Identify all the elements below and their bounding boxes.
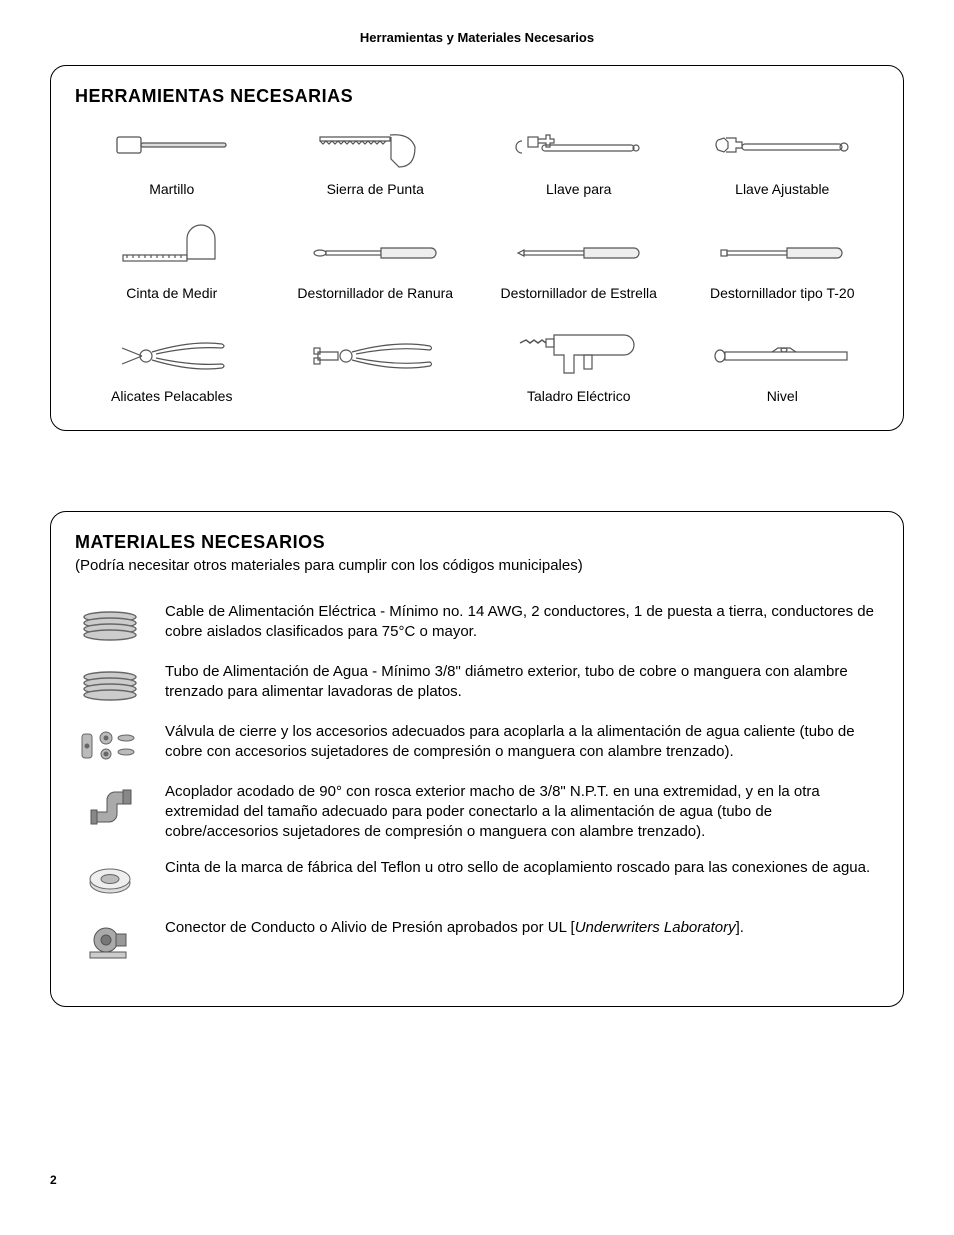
tool-cell (279, 332, 473, 406)
tool-label: Martillo (149, 181, 194, 199)
tool-cell: Sierra de Punta (279, 125, 473, 199)
material-text: Válvula de cierre y los accesorios adecu… (165, 722, 879, 763)
material-row: Cinta de la marca de fábrica del Teflon … (75, 858, 879, 902)
materials-panel: MATERIALES NECESARIOS (Podría necesitar … (50, 511, 904, 1008)
material-text: Cable de Alimentación Eléctrica - Mínimo… (165, 602, 879, 643)
tool-label: Sierra de Punta (327, 181, 424, 199)
hammer-icon (97, 125, 247, 173)
tool-cell: Llave para (482, 125, 676, 199)
page-number: 2 (50, 1173, 57, 1187)
tape-measure-icon (97, 229, 247, 277)
tool-cell: Destornillador de Estrella (482, 229, 676, 303)
tape-roll-icon (75, 858, 145, 902)
elbow-coupler-icon (75, 782, 145, 826)
level-icon (707, 332, 857, 380)
tools-panel: HERRAMIENTAS NECESARIAS Martillo Sierra … (50, 65, 904, 431)
drill-icon (504, 332, 654, 380)
material-text: Conector de Conducto o Alivio de Presión… (165, 918, 879, 938)
tool-cell: Nivel (686, 332, 880, 406)
wire-stripper-icon (97, 332, 247, 380)
tool-label: Destornillador tipo T-20 (710, 285, 854, 303)
conduit-connector-icon (75, 918, 145, 962)
material-row: Conector de Conducto o Alivio de Presión… (75, 918, 879, 962)
material-text: Cinta de la marca de fábrica del Teflon … (165, 858, 879, 878)
material-row: Tubo de Alimentación de Agua - Mínimo 3/… (75, 662, 879, 706)
material-text: Tubo de Alimentación de Agua - Mínimo 3/… (165, 662, 879, 703)
material-row: Válvula de cierre y los accesorios adecu… (75, 722, 879, 766)
tool-label: Taladro Eléctrico (527, 388, 631, 406)
tool-label: Llave para (546, 181, 611, 199)
keyhole-saw-icon (300, 125, 450, 173)
flat-screwdriver-icon (300, 229, 450, 277)
tool-cell: Taladro Eléctrico (482, 332, 676, 406)
adjustable-wrench-icon (707, 125, 857, 173)
tools-grid: Martillo Sierra de Punta (75, 125, 879, 406)
tools-panel-title: HERRAMIENTAS NECESARIAS (75, 86, 879, 107)
pliers-icon (300, 332, 450, 380)
coil-icon (75, 662, 145, 706)
coil-icon (75, 602, 145, 646)
torx-screwdriver-icon (707, 229, 857, 277)
tool-cell: Destornillador de Ranura (279, 229, 473, 303)
tool-cell: Martillo (75, 125, 269, 199)
page-header: Herramientas y Materiales Necesarios (50, 30, 904, 45)
materials-panel-subtitle: (Podría necesitar otros materiales para … (75, 557, 879, 574)
valve-fittings-icon (75, 722, 145, 766)
tool-label: Destornillador de Ranura (297, 285, 453, 303)
material-text: Acoplador acodado de 90° con rosca exter… (165, 782, 879, 843)
tool-cell: Llave Ajustable (686, 125, 880, 199)
pipe-wrench-icon (504, 125, 654, 173)
tool-label: Nivel (767, 388, 798, 406)
tool-label: Alicates Pelacables (111, 388, 232, 406)
tool-label: Destornillador de Estrella (501, 285, 657, 303)
tool-cell: Alicates Pelacables (75, 332, 269, 406)
materials-panel-title: MATERIALES NECESARIOS (75, 532, 879, 553)
tool-cell: Cinta de Medir (75, 229, 269, 303)
tool-label: Llave Ajustable (735, 181, 829, 199)
tool-label: Cinta de Medir (126, 285, 217, 303)
phillips-screwdriver-icon (504, 229, 654, 277)
material-row: Acoplador acodado de 90° con rosca exter… (75, 782, 879, 843)
tool-cell: Destornillador tipo T-20 (686, 229, 880, 303)
material-row: Cable de Alimentación Eléctrica - Mínimo… (75, 602, 879, 646)
